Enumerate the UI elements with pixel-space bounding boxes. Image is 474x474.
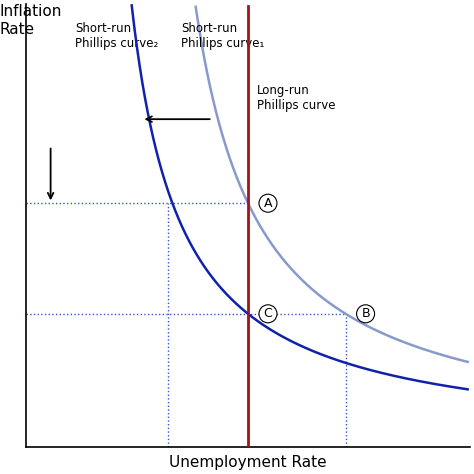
Text: Long-run
Phillips curve: Long-run Phillips curve bbox=[257, 84, 336, 112]
Text: B: B bbox=[361, 307, 370, 320]
Text: Short-run
Phillips curve₂: Short-run Phillips curve₂ bbox=[75, 22, 158, 50]
X-axis label: Unemployment Rate: Unemployment Rate bbox=[169, 455, 327, 470]
Text: Short-run
Phillips curve₁: Short-run Phillips curve₁ bbox=[182, 22, 265, 50]
Text: A: A bbox=[264, 197, 272, 210]
Y-axis label: Inflation
Rate: Inflation Rate bbox=[0, 4, 62, 36]
Text: C: C bbox=[264, 307, 273, 320]
